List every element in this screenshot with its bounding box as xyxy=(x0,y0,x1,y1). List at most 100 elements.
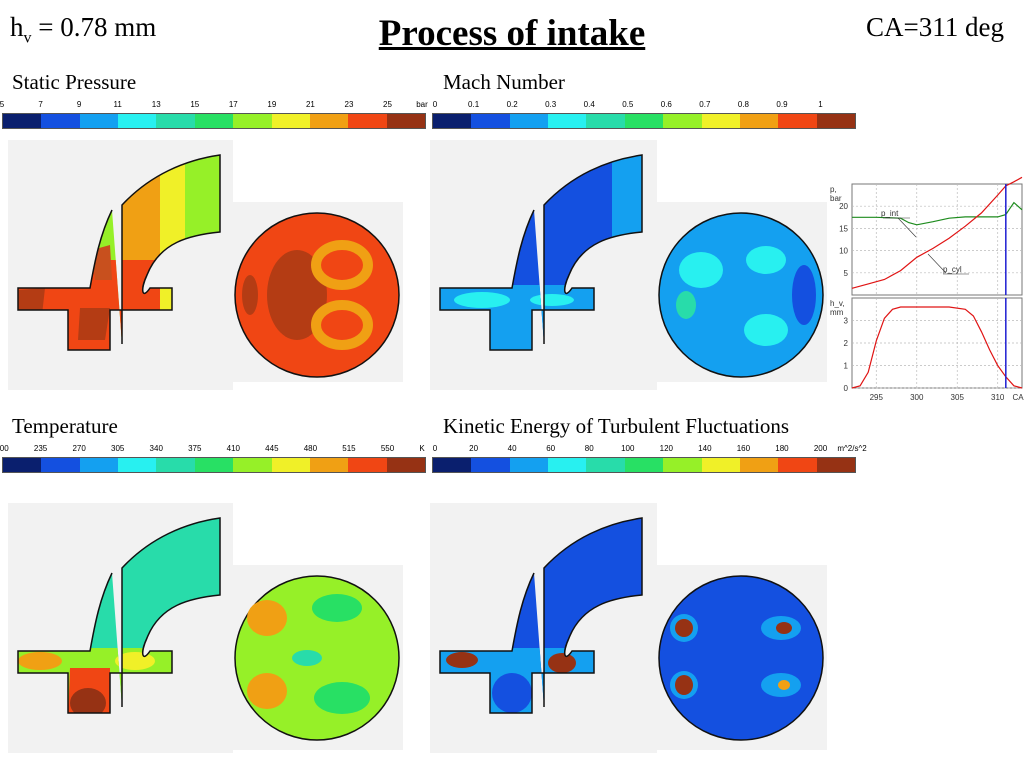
colorbar-swatch xyxy=(701,458,740,472)
colorbar-tick-label: 160 xyxy=(736,444,751,453)
colorbar-swatch xyxy=(118,114,157,128)
colorbar-tick-label: 0.6 xyxy=(660,100,672,109)
colorbar-tick-label: 0 xyxy=(432,100,438,109)
p-cyl-label: p_cyl xyxy=(943,265,962,274)
colorbar-swatch xyxy=(348,114,387,128)
tke-cylinder-plot xyxy=(658,575,824,741)
temperature-cylinder-plot xyxy=(234,575,400,741)
colorbar-swatch xyxy=(233,114,272,128)
colorbar-tick-label: 0.7 xyxy=(699,100,711,109)
colorbar-swatch xyxy=(309,114,349,128)
colorbar-swatch xyxy=(624,458,664,472)
mach-port-plot xyxy=(439,154,643,351)
colorbar-tick-label: 21 xyxy=(305,100,315,109)
colorbar-tick-label: 60 xyxy=(546,444,556,453)
colorbar-swatch xyxy=(3,114,42,128)
colorbar-unit-label: bar xyxy=(416,100,428,109)
colorbar-swatch xyxy=(194,458,234,472)
colorbar-tick-label: 13 xyxy=(151,100,161,109)
colorbar-tick-label: 40 xyxy=(507,444,517,453)
static-pressure-port-plot xyxy=(17,154,221,351)
valve-lift-label: hv = 0.78 mm xyxy=(10,12,157,47)
static-pressure-cylinder-plot xyxy=(234,212,400,378)
colorbar-swatch xyxy=(548,458,587,472)
colorbar-tick-label: 445 xyxy=(265,444,279,453)
colorbar-swatch xyxy=(816,458,855,472)
static-pressure-label: Static Pressure xyxy=(12,70,137,94)
colorbar-tick-label: 9 xyxy=(76,100,82,109)
colorbar-tick-label: 305 xyxy=(110,444,125,453)
colorbar-swatch xyxy=(118,458,157,472)
p-int-leader xyxy=(897,217,917,238)
colorbar-tick-label: 7 xyxy=(38,100,43,109)
p_int-line xyxy=(852,201,1023,226)
colorbar-swatch xyxy=(548,114,587,128)
mach-colorbar-swatches xyxy=(432,113,856,129)
colorbar-tick-label: 235 xyxy=(33,444,48,453)
tke-label: Kinetic Energy of Turbulent Fluctuations xyxy=(443,414,790,438)
colorbar-tick-label: 0.2 xyxy=(506,100,518,109)
colorbar-tick-label: 340 xyxy=(149,444,163,453)
x-tick-label: 295 xyxy=(870,393,884,402)
colorbar-swatch xyxy=(433,114,472,128)
colorbar-swatch xyxy=(41,458,80,472)
temperature-port-plot xyxy=(17,517,221,714)
colorbar-tick-label: 480 xyxy=(303,444,318,453)
colorbar-unit-label: K xyxy=(419,444,425,453)
colorbar-tick-label: 17 xyxy=(228,100,238,109)
colorbar-swatch xyxy=(309,458,349,472)
colorbar-tick-label: 15 xyxy=(190,100,200,109)
colorbar-tick-label: 0.8 xyxy=(737,100,749,109)
tke-colorbar-swatches xyxy=(432,457,856,473)
page-title: Process of intake xyxy=(378,13,646,54)
colorbar-tick-label: 550 xyxy=(380,444,395,453)
colorbar-swatch xyxy=(624,114,664,128)
colorbar-swatch xyxy=(471,114,510,128)
y-tick-label: 0 xyxy=(844,384,849,393)
colorbar-swatch xyxy=(509,458,549,472)
colorbar-swatch xyxy=(41,114,80,128)
colorbar-tick-label: 410 xyxy=(226,444,240,453)
colorbar-swatch xyxy=(194,114,234,128)
y-tick-label: 20 xyxy=(839,202,848,211)
pressure-valve-lift-chart: 5 10 15 20 0 1 2 3 p,bar h_v,mm 295 300 305 310 CA p_in… xyxy=(830,176,1024,402)
colorbar-tick-label: 0.5 xyxy=(622,100,634,109)
mach-number-label: Mach Number xyxy=(443,70,565,94)
colorbar-swatch xyxy=(586,114,625,128)
colorbar-tick-label: 5 xyxy=(0,100,5,109)
colorbar-swatch xyxy=(739,114,779,128)
hv-axis-label: h_v, xyxy=(830,299,845,308)
colorbar-swatch xyxy=(509,114,549,128)
colorbar-tick-label: 0.3 xyxy=(545,100,557,109)
h_v-line xyxy=(851,306,1023,389)
colorbar-tick-label: 0.4 xyxy=(583,100,595,109)
y-tick-label: 3 xyxy=(844,317,849,326)
tke-port-plot xyxy=(439,517,643,714)
colorbar-tick-label: 0 xyxy=(432,444,438,453)
colorbar-tick-label: 0.9 xyxy=(776,100,788,109)
x-tick-label: 305 xyxy=(951,393,965,402)
y-tick-label: 15 xyxy=(839,224,848,233)
colorbar-swatch xyxy=(348,458,387,472)
colorbar-tick-label: 120 xyxy=(659,444,673,453)
colorbar-tick-label: 11 xyxy=(113,100,122,109)
colorbar-swatch xyxy=(156,114,195,128)
colorbar-swatch xyxy=(79,458,119,472)
colorbar-tick-label: 375 xyxy=(188,444,202,453)
colorbar-tick-label: 200 xyxy=(813,444,828,453)
temperature-label: Temperature xyxy=(12,414,118,438)
colorbar-tick-label: 515 xyxy=(342,444,356,453)
colorbar-swatch xyxy=(3,458,42,472)
colorbar-tick-label: 25 xyxy=(383,100,392,109)
crank-angle-label: CA=311 deg xyxy=(866,12,1004,42)
colorbar-tick-label: 0.1 xyxy=(468,100,480,109)
ca-axis-label: CA xyxy=(1012,393,1024,402)
colorbar-swatch xyxy=(778,114,817,128)
colorbar-tick-label: 100 xyxy=(621,444,635,453)
colorbar-tick-label: 23 xyxy=(344,100,354,109)
colorbar-tick-label: 20 xyxy=(469,444,479,453)
y-tick-label: 10 xyxy=(839,247,848,256)
temperature-colorbar-swatches xyxy=(2,457,426,473)
y-tick-label: 1 xyxy=(844,362,849,371)
colorbar-tick-label: 180 xyxy=(775,444,789,453)
